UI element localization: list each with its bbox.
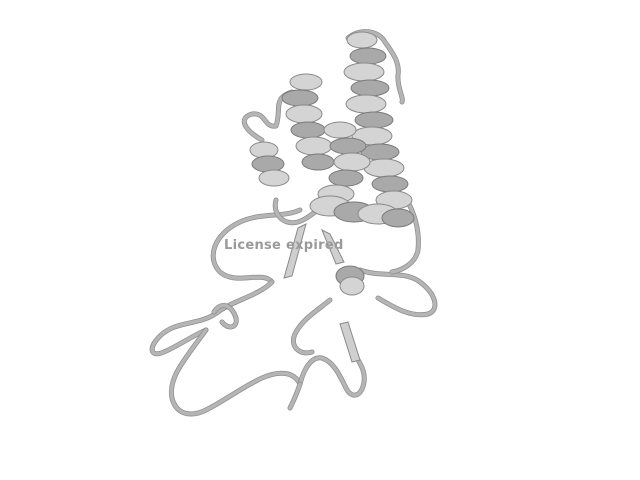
coil-loops — [149, 29, 438, 417]
license-watermark: License expired — [224, 238, 344, 253]
helix-a — [343, 31, 413, 210]
beta-strands — [283, 223, 361, 363]
helix-b — [281, 73, 335, 171]
helix-e — [309, 195, 415, 228]
helix-f — [335, 265, 365, 296]
helix-d — [317, 121, 371, 204]
helix-c — [249, 141, 290, 187]
